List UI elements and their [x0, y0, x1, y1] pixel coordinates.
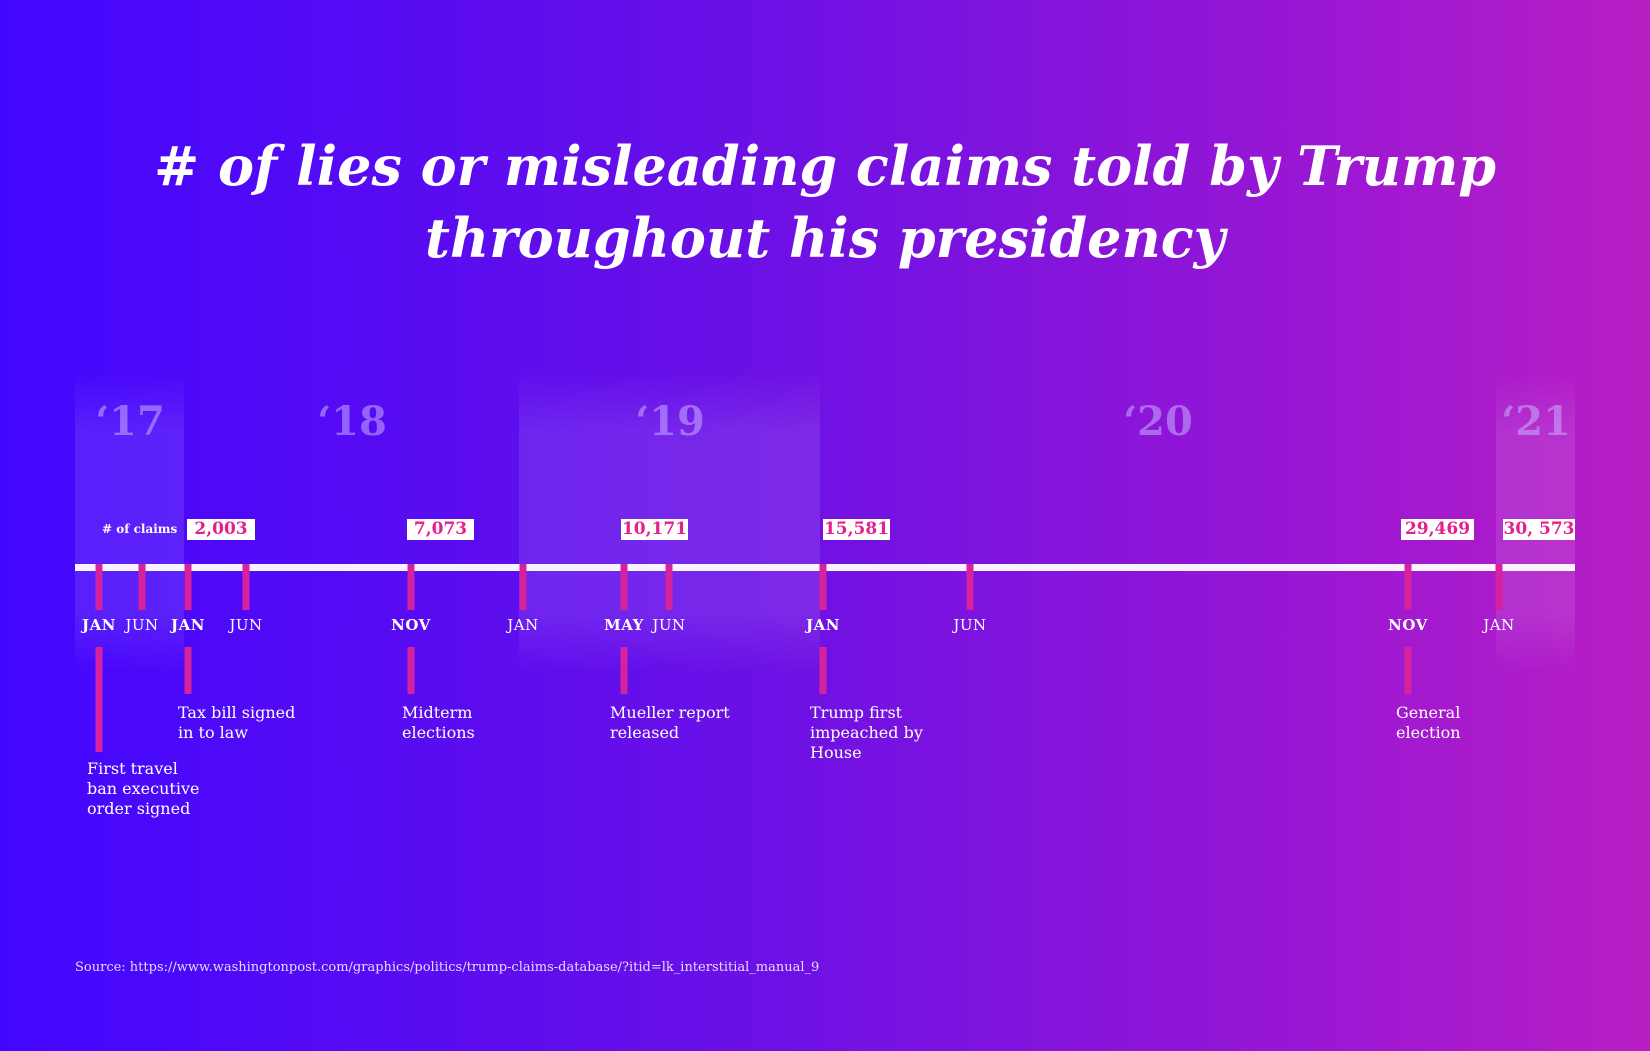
month-tick [966, 564, 974, 610]
month-tick [819, 564, 827, 610]
event-tick [1404, 647, 1412, 694]
count-badge: 15,581 [823, 519, 890, 540]
event-tick [407, 647, 415, 694]
count-badge: 30, 573 [1503, 519, 1575, 540]
year-label-2020: ‘20 [1123, 398, 1193, 445]
count-badge: 2,003 [187, 519, 255, 540]
month-label: JUN [953, 616, 987, 634]
month-label: JAN [507, 616, 539, 634]
year-label-2017: ‘17 [95, 398, 165, 445]
month-label: JAN [171, 616, 205, 634]
count-badge: 29,469 [1401, 519, 1474, 540]
year-label-2019: ‘19 [635, 398, 705, 445]
event-label-general-election: General election [1396, 703, 1461, 742]
event-label-mueller: Mueller report released [610, 703, 730, 742]
month-label: JUN [652, 616, 686, 634]
month-tick [184, 564, 192, 610]
month-tick [1495, 564, 1503, 610]
month-tick [620, 564, 628, 610]
month-label: NOV [391, 616, 431, 634]
month-label: JAN [806, 616, 840, 634]
year-band-2017 [75, 372, 184, 672]
event-tick [819, 647, 827, 694]
event-label-midterm: Midterm elections [402, 703, 475, 742]
year-label-2021: ‘21 [1501, 398, 1571, 445]
event-label-travel-ban: First travel ban executive order signed [87, 759, 200, 818]
event-tick [620, 647, 628, 694]
month-label: JAN [1483, 616, 1515, 634]
month-label: MAY [604, 616, 644, 634]
count-badge: 7,073 [407, 519, 474, 540]
month-tick [95, 564, 103, 610]
event-tick [184, 647, 192, 694]
month-tick [1404, 564, 1412, 610]
event-label-impeachment: Trump first impeached by House [810, 703, 923, 762]
source-note: Source: https://www.washingtonpost.com/g… [75, 960, 820, 975]
month-tick [407, 564, 415, 610]
year-label-2018: ‘18 [317, 398, 387, 445]
count-badge: 10,171 [621, 519, 688, 540]
claims-label: # of claims [102, 522, 178, 536]
month-tick [519, 564, 527, 610]
month-label: JUN [125, 616, 159, 634]
month-label: JAN [82, 616, 116, 634]
month-tick [138, 564, 146, 610]
month-label: NOV [1388, 616, 1428, 634]
event-tick [95, 647, 103, 752]
event-label-tax-bill: Tax bill signed in to law [178, 703, 296, 742]
month-tick [242, 564, 250, 610]
month-label: JUN [229, 616, 263, 634]
month-tick [665, 564, 673, 610]
chart-title: # of lies or misleading claims told by T… [153, 134, 1496, 270]
